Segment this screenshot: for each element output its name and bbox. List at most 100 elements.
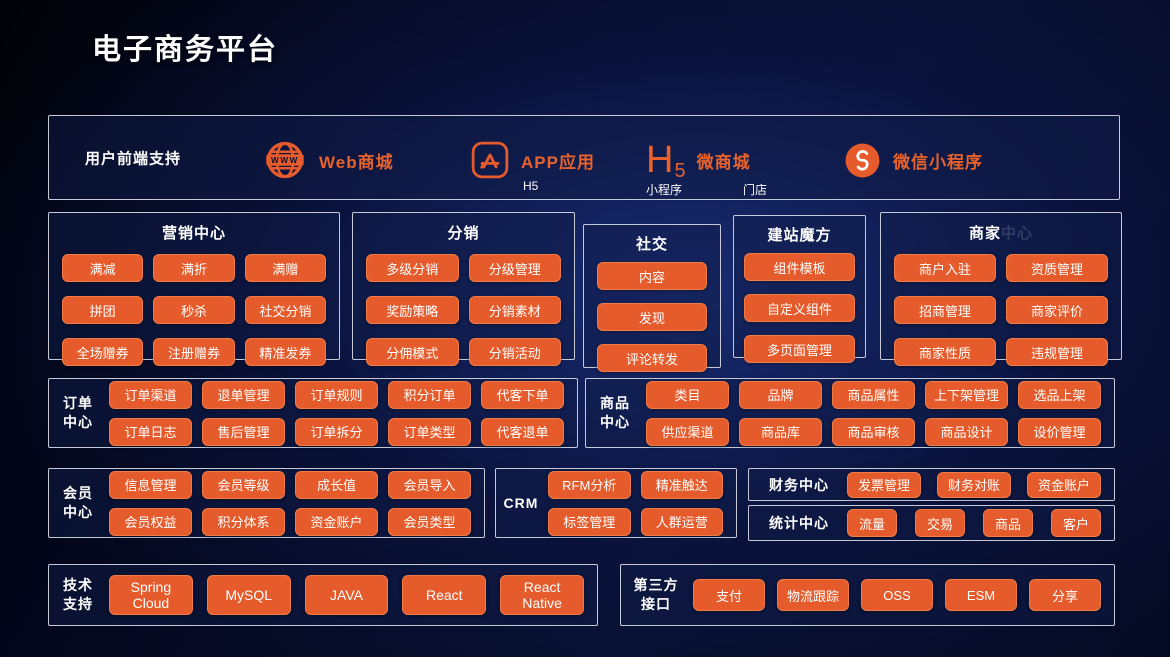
feature-button[interactable]: 订单拆分: [295, 417, 378, 446]
feature-button[interactable]: 奖励策略: [366, 296, 459, 324]
panel-title: 分销: [447, 225, 480, 242]
feature-button[interactable]: 多级分销: [366, 254, 459, 282]
feature-button[interactable]: 人群运营: [640, 507, 723, 536]
feature-button[interactable]: 分销素材: [468, 296, 561, 324]
feature-button[interactable]: 内容: [597, 262, 707, 290]
feature-button[interactable]: 招商管理: [894, 296, 996, 324]
feature-button[interactable]: 分享: [1029, 579, 1101, 611]
feature-button[interactable]: 商品: [983, 509, 1033, 537]
feature-button[interactable]: 分佣模式: [366, 338, 459, 366]
feature-button[interactable]: 供应渠道: [646, 417, 729, 446]
feature-button[interactable]: 评论转发: [597, 344, 707, 372]
channel-label: 微商城: [696, 152, 751, 172]
feature-button[interactable]: 订单渠道: [109, 380, 192, 409]
feature-button[interactable]: 商品库: [739, 417, 822, 446]
panel-title: 建站魔方: [767, 227, 832, 244]
page-title: 电子商务平台: [92, 34, 279, 66]
feature-button[interactable]: 精准发券: [244, 338, 326, 366]
feature-button[interactable]: RFM分析: [548, 470, 631, 499]
feature-button[interactable]: 违规管理: [1006, 338, 1108, 366]
feature-button[interactable]: 组件模板: [744, 253, 855, 281]
distribution-panel: 分销 多级分销 分级管理 奖励策略 分销素材 分佣模式 分销活动: [352, 212, 575, 366]
feature-button[interactable]: 标签管理: [548, 507, 631, 536]
feature-button[interactable]: 选品上架: [1018, 380, 1101, 409]
feature-button[interactable]: React: [402, 575, 487, 615]
feature-button[interactable]: React Native: [500, 575, 584, 615]
frontend-support-label: 用户前端支持: [85, 150, 182, 167]
feature-button[interactable]: 自定义组件: [744, 294, 855, 322]
feature-button[interactable]: 全场赠券: [62, 338, 144, 366]
channel-label: Web商城: [319, 152, 394, 172]
feature-button[interactable]: 商户入驻: [894, 254, 996, 282]
feature-button[interactable]: 支付: [693, 579, 765, 611]
svg-text:WWW: WWW: [271, 156, 299, 165]
feature-button[interactable]: 物流跟踪: [777, 579, 849, 611]
feature-button[interactable]: 代客下单: [481, 380, 564, 409]
feature-button[interactable]: 发票管理: [847, 471, 921, 498]
feature-button[interactable]: MySQL: [206, 575, 291, 615]
social-panel: 社交 内容 发现 评论转发: [583, 224, 721, 372]
sitebuilder-panel: 建站魔方 组件模板自定义组件多页面管理: [733, 215, 866, 363]
feature-button[interactable]: 注册赠券: [153, 338, 235, 366]
order-center-label: 订单 中心: [63, 395, 93, 430]
feature-button[interactable]: 分级管理: [468, 254, 561, 282]
feature-button[interactable]: 流量: [847, 509, 897, 537]
feature-button[interactable]: 信息管理: [109, 470, 192, 499]
feature-button[interactable]: 交易: [915, 509, 965, 537]
feature-button[interactable]: 秒杀: [153, 296, 235, 324]
finance-center-panel: 财务中心 发票管理 财务对账 资金账户: [748, 468, 1115, 501]
feature-button[interactable]: 商品设计: [925, 417, 1008, 446]
feature-button[interactable]: 成长值: [295, 470, 378, 499]
feature-button[interactable]: 商家性质: [894, 338, 996, 366]
merchant-center-panel: 商家中心 商户入驻 资质管理 招商管理 商家评价 商家性质 违规管理: [880, 212, 1122, 366]
feature-button[interactable]: JAVA: [304, 575, 389, 615]
feature-button[interactable]: 商家评价: [1006, 296, 1108, 324]
channel-wei-mall[interactable]: H5 微商城 小程序 门店: [646, 137, 767, 197]
feature-button[interactable]: ESM: [945, 579, 1017, 611]
feature-button[interactable]: 会员权益: [109, 507, 192, 536]
feature-button[interactable]: 发现: [597, 303, 707, 331]
feature-button[interactable]: 资质管理: [1006, 254, 1108, 282]
feature-button[interactable]: 售后管理: [202, 417, 285, 446]
feature-button[interactable]: 商品审核: [832, 417, 915, 446]
feature-button[interactable]: 精准触达: [640, 470, 723, 499]
channel-label: 微信小程序: [893, 152, 983, 172]
feature-button[interactable]: 满赠: [244, 254, 326, 282]
feature-button[interactable]: 分销活动: [468, 338, 561, 366]
feature-button[interactable]: 会员等级: [202, 470, 285, 499]
channel-wechat-mini-program[interactable]: 微信小程序: [844, 137, 983, 183]
channel-app[interactable]: APP应用 H5: [471, 137, 595, 193]
feature-button[interactable]: 设价管理: [1018, 417, 1101, 446]
feature-button[interactable]: 资金账户: [1027, 471, 1101, 498]
feature-button[interactable]: 上下架管理: [925, 380, 1008, 409]
feature-button[interactable]: 品牌: [739, 380, 822, 409]
feature-button[interactable]: 会员导入: [388, 470, 471, 499]
feature-button[interactable]: 客户: [1051, 509, 1101, 537]
feature-button[interactable]: 订单类型: [388, 417, 471, 446]
feature-button[interactable]: 资金账户: [295, 507, 378, 536]
wechat-miniprogram-icon: [845, 143, 880, 177]
feature-button[interactable]: 订单规则: [295, 380, 378, 409]
channel-web-mall[interactable]: WWW Web商城: [263, 137, 394, 183]
feature-button[interactable]: OSS: [861, 579, 933, 611]
feature-button[interactable]: 会员类型: [388, 507, 471, 536]
feature-button[interactable]: 订单日志: [109, 417, 192, 446]
feature-button[interactable]: 积分订单: [388, 380, 471, 409]
feature-button[interactable]: 满折: [153, 254, 235, 282]
feature-button[interactable]: 社交分销: [244, 296, 326, 324]
channel-sub-label: 小程序: [646, 183, 683, 197]
feature-button[interactable]: 退单管理: [202, 380, 285, 409]
product-center-panel: 商品 中心 类目 品牌 商品属性 上下架管理 选品上架 供应渠道 商品库 商品审核 商品设计 设价管…: [585, 378, 1115, 448]
feature-button[interactable]: 多页面管理: [744, 335, 855, 363]
feature-button[interactable]: Spring Cloud: [109, 575, 193, 615]
feature-button[interactable]: 类目: [646, 380, 729, 409]
feature-button[interactable]: 财务对账: [937, 471, 1011, 498]
feature-button[interactable]: 满减: [62, 254, 144, 282]
panel-title: 商家中心: [968, 225, 1034, 242]
order-center-panel: 订单 中心 订单渠道 退单管理 订单规则 积分订单 代客下单订单日志 售后管理 订单拆分 订单类…: [48, 378, 578, 448]
feature-button[interactable]: 代客退单: [481, 417, 564, 446]
feature-button[interactable]: 拼团: [62, 296, 144, 324]
feature-button[interactable]: 积分体系: [202, 507, 285, 536]
feature-button[interactable]: 商品属性: [832, 380, 915, 409]
